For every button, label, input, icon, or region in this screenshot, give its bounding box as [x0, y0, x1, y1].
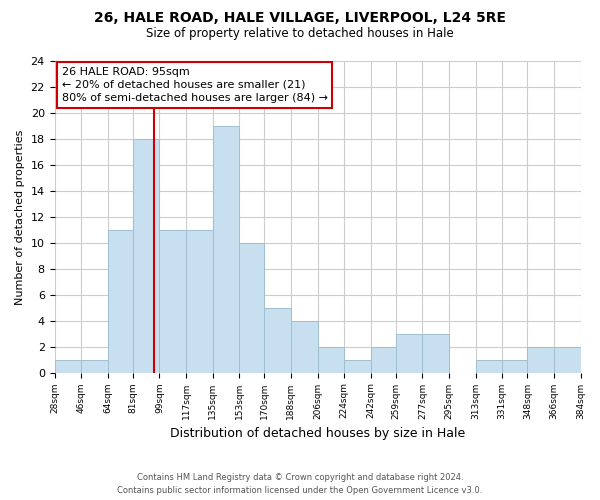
Bar [212, 126, 239, 372]
Bar [160, 230, 186, 372]
Text: Contains HM Land Registry data © Crown copyright and database right 2024.
Contai: Contains HM Land Registry data © Crown c… [118, 474, 482, 495]
Bar [344, 360, 371, 372]
Bar [291, 320, 317, 372]
Bar [422, 334, 449, 372]
Bar [396, 334, 422, 372]
Bar [317, 346, 344, 372]
Bar [371, 346, 396, 372]
Bar [55, 360, 81, 372]
Text: 26 HALE ROAD: 95sqm
← 20% of detached houses are smaller (21)
80% of semi-detach: 26 HALE ROAD: 95sqm ← 20% of detached ho… [62, 66, 328, 103]
Bar [186, 230, 212, 372]
Bar [265, 308, 291, 372]
Bar [502, 360, 527, 372]
Bar [81, 360, 108, 372]
Text: Size of property relative to detached houses in Hale: Size of property relative to detached ho… [146, 28, 454, 40]
Bar [554, 346, 581, 372]
Bar [476, 360, 502, 372]
Bar [108, 230, 133, 372]
Bar [527, 346, 554, 372]
Y-axis label: Number of detached properties: Number of detached properties [15, 130, 25, 304]
Bar [239, 243, 265, 372]
Text: 26, HALE ROAD, HALE VILLAGE, LIVERPOOL, L24 5RE: 26, HALE ROAD, HALE VILLAGE, LIVERPOOL, … [94, 11, 506, 25]
X-axis label: Distribution of detached houses by size in Hale: Distribution of detached houses by size … [170, 427, 465, 440]
Bar [133, 140, 160, 372]
